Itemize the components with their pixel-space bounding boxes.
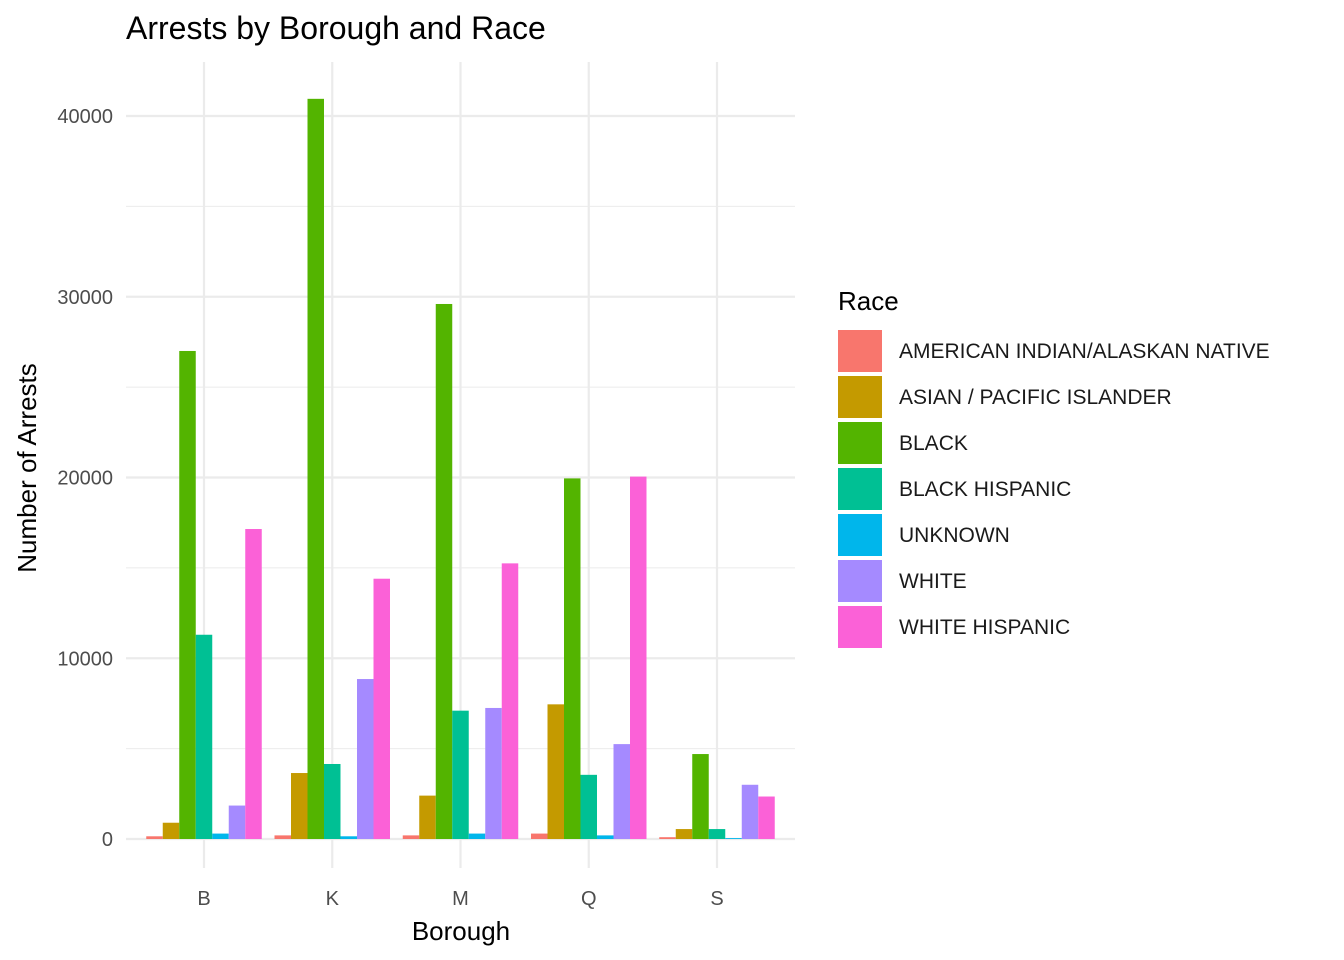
bars xyxy=(146,98,775,840)
bar xyxy=(547,704,564,839)
x-tick-label: K xyxy=(326,888,340,910)
legend-label: UNKNOWN xyxy=(899,524,1010,547)
bar xyxy=(274,835,291,839)
bar xyxy=(228,805,246,839)
bar xyxy=(357,679,374,839)
bar xyxy=(741,784,759,839)
bar xyxy=(212,833,229,839)
legend-label: BLACK HISPANIC xyxy=(899,478,1071,501)
bar xyxy=(613,744,630,839)
bar xyxy=(485,707,502,839)
y-axis-ticks: 0 10000 20000 30000 40000 xyxy=(57,106,113,851)
legend-key xyxy=(838,560,882,602)
bar xyxy=(179,350,196,839)
bar xyxy=(758,796,775,839)
bar xyxy=(692,754,709,839)
legend-label: ASIAN / PACIFIC ISLANDER xyxy=(899,386,1172,409)
y-tick-label: 0 xyxy=(102,829,113,851)
x-tick-label: Q xyxy=(581,888,597,910)
y-tick-label: 10000 xyxy=(57,648,113,670)
legend-key xyxy=(838,330,882,372)
bar xyxy=(725,838,742,839)
bar xyxy=(162,822,180,839)
legend-key xyxy=(838,376,882,418)
bar xyxy=(324,763,341,839)
bar xyxy=(419,795,436,839)
bar xyxy=(675,829,693,839)
x-axis-title: Borough xyxy=(412,916,510,946)
legend-title: Race xyxy=(838,286,899,316)
bar xyxy=(531,833,548,839)
chart-title: Arrests by Borough and Race xyxy=(126,10,546,46)
legend-label: BLACK xyxy=(899,432,968,455)
bar xyxy=(146,836,163,839)
legend-label: WHITE xyxy=(899,570,967,593)
y-tick-label: 20000 xyxy=(57,468,113,490)
y-tick-label: 30000 xyxy=(57,287,113,309)
legend-key xyxy=(838,422,882,464)
legend-key xyxy=(838,606,882,648)
x-tick-label: B xyxy=(197,888,210,910)
x-tick-label: S xyxy=(710,888,723,910)
bar xyxy=(245,529,262,839)
bar xyxy=(291,773,308,839)
legend-key xyxy=(838,468,882,510)
bar xyxy=(452,710,469,839)
bar xyxy=(630,476,647,839)
bar xyxy=(468,833,486,839)
bar xyxy=(659,837,676,839)
bar xyxy=(597,835,614,839)
bar xyxy=(501,563,519,839)
bar xyxy=(580,774,597,839)
y-tick-label: 40000 xyxy=(57,106,113,128)
bar xyxy=(195,634,213,839)
bar xyxy=(708,829,726,839)
bar xyxy=(340,836,357,839)
bar xyxy=(307,98,324,839)
legend: Race AMERICAN INDIAN/ALASKAN NATIVE ASIAN… xyxy=(838,286,1270,648)
y-axis-title: Number of Arrests xyxy=(12,363,42,573)
legend-label: AMERICAN INDIAN/ALASKAN NATIVE xyxy=(899,340,1270,363)
bar xyxy=(373,578,390,839)
legend-label: WHITE HISPANIC xyxy=(899,616,1070,639)
bar xyxy=(435,303,453,840)
x-tick-label: M xyxy=(452,888,469,910)
bar xyxy=(402,835,420,839)
legend-key xyxy=(838,514,882,556)
bar xyxy=(564,478,581,839)
